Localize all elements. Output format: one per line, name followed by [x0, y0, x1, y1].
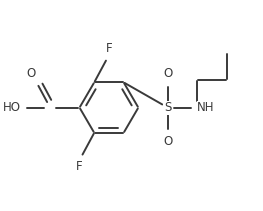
Text: S: S [164, 101, 171, 114]
Text: NH: NH [197, 101, 215, 114]
Text: F: F [76, 160, 83, 173]
Text: HO: HO [3, 101, 21, 114]
Text: O: O [163, 67, 172, 80]
Text: F: F [106, 42, 112, 55]
Text: O: O [163, 135, 172, 148]
Text: O: O [26, 67, 36, 80]
